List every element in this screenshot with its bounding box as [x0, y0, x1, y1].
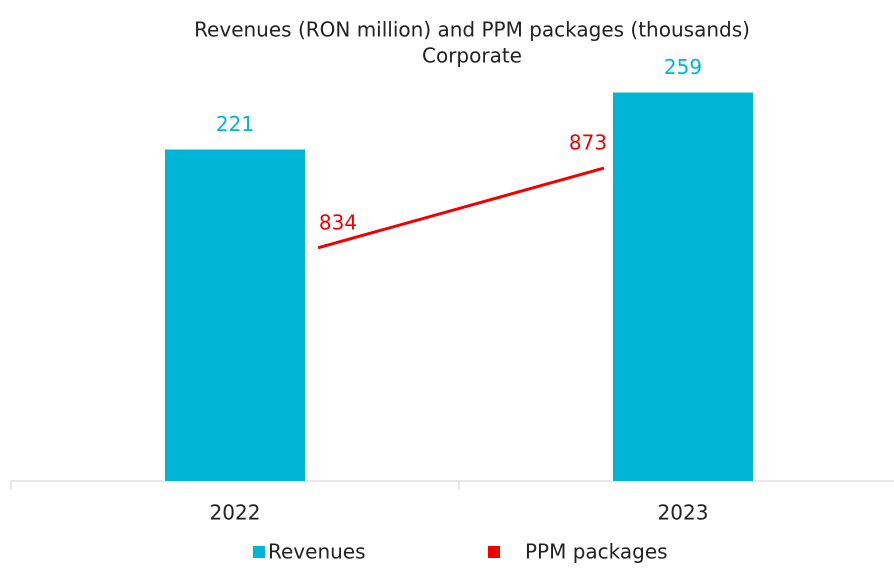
bar: [613, 92, 753, 481]
legend-swatch: [488, 546, 500, 558]
legend-label: Revenues: [268, 540, 366, 564]
data-label: 221: [216, 112, 254, 136]
data-label: 873: [569, 131, 607, 155]
legend-label: PPM packages: [525, 540, 668, 564]
x-tick-label: 2023: [658, 501, 709, 525]
data-label: 259: [664, 55, 702, 79]
x-tick-label: 2022: [210, 501, 261, 525]
bar: [165, 149, 305, 481]
data-label: 834: [319, 210, 357, 234]
chart-title: Revenues (RON million) and PPM packages …: [194, 18, 750, 42]
line: [317, 166, 605, 250]
chart-subtitle: Corporate: [422, 44, 522, 68]
legend-swatch: [253, 546, 265, 558]
